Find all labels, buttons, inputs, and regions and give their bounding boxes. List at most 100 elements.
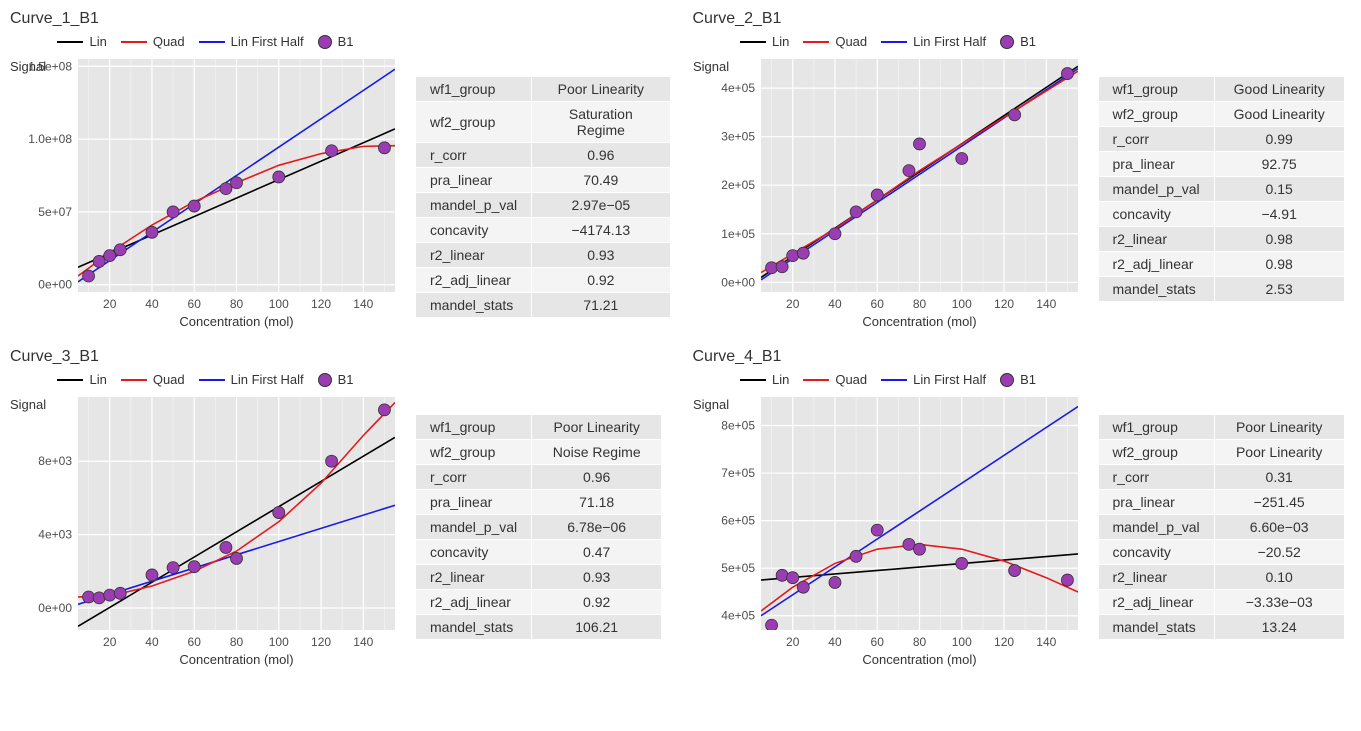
table-row: r_corr0.31	[1098, 465, 1344, 490]
data-point	[83, 591, 95, 603]
stat-key: wf1_group	[1098, 77, 1214, 102]
data-point	[231, 177, 243, 189]
stat-key: r_corr	[416, 465, 532, 490]
table-row: r2_adj_linear0.92	[416, 268, 671, 293]
table-row: wf1_groupPoor Linearity	[416, 77, 671, 102]
x-tick-label: 120	[994, 635, 1014, 649]
data-point	[828, 228, 840, 240]
legend-item-0: Lin	[740, 34, 789, 49]
legend-item-1: Quad	[803, 34, 867, 49]
legend-swatch-dot	[1000, 373, 1014, 387]
stat-key: r_corr	[1098, 465, 1214, 490]
table-row: wf2_groupPoor Linearity	[1098, 440, 1344, 465]
stat-value: 0.96	[532, 143, 670, 168]
data-point	[902, 165, 914, 177]
legend-label: Quad	[153, 372, 185, 387]
stats-table: wf1_groupPoor Linearitywf2_groupPoor Lin…	[1098, 414, 1345, 640]
table-row: concavity−4174.13	[416, 218, 671, 243]
y-axis-label: Signal	[693, 397, 729, 412]
data-point	[955, 557, 967, 569]
y-tick-label: 8e+03	[38, 454, 72, 468]
table-row: mandel_p_val6.60e−03	[1098, 515, 1344, 540]
data-point	[104, 250, 116, 262]
stat-key: mandel_p_val	[1098, 177, 1214, 202]
stat-key: pra_linear	[416, 490, 532, 515]
table-row: mandel_stats106.21	[416, 615, 662, 640]
x-tick-label: 140	[353, 297, 373, 311]
legend-label: Lin	[89, 34, 106, 49]
x-axis-label: Concentration (mol)	[862, 652, 976, 667]
stat-value: 92.75	[1214, 152, 1344, 177]
data-point	[871, 189, 883, 201]
stats-table: wf1_groupPoor Linearitywf2_groupSaturati…	[415, 76, 671, 318]
panel: Curve_2_B1LinQuadLin First HalfB12040608…	[691, 8, 1354, 338]
stat-value: 6.78e−06	[532, 515, 662, 540]
y-tick-label: 4e+03	[38, 528, 72, 542]
stat-value: 2.97e−05	[532, 193, 670, 218]
table-row: wf1_groupPoor Linearity	[1098, 415, 1344, 440]
stat-value: 0.15	[1214, 177, 1344, 202]
legend-swatch-line	[57, 41, 83, 43]
stat-key: r2_adj_linear	[1098, 252, 1214, 277]
chart: 204060801001201400e+005e+071.0e+081.5e+0…	[8, 53, 403, 338]
table-row: wf2_groupGood Linearity	[1098, 102, 1344, 127]
legend-swatch-line	[740, 41, 766, 43]
x-tick-label: 100	[269, 297, 289, 311]
legend-label: Lin First Half	[231, 34, 304, 49]
legend-item-3: B1	[318, 372, 354, 387]
x-tick-label: 140	[1036, 297, 1056, 311]
data-point	[913, 138, 925, 150]
stat-value: 13.24	[1214, 615, 1344, 640]
stat-key: r2_linear	[1098, 565, 1214, 590]
stat-value: 71.18	[532, 490, 662, 515]
data-point	[786, 250, 798, 262]
stat-key: wf2_group	[416, 440, 532, 465]
stat-value: 0.92	[532, 590, 662, 615]
legend-swatch-line	[199, 379, 225, 381]
legend-label: Quad	[835, 34, 867, 49]
table-row: concavity0.47	[416, 540, 662, 565]
legend-item-1: Quad	[121, 34, 185, 49]
x-tick-label: 60	[870, 297, 884, 311]
stat-key: mandel_stats	[416, 293, 532, 318]
legend: LinQuadLin First HalfB1	[57, 372, 353, 387]
data-point	[786, 572, 798, 584]
stat-key: mandel_p_val	[416, 193, 532, 218]
x-tick-label: 20	[786, 635, 800, 649]
y-tick-label: 3e+05	[721, 130, 755, 144]
chart-column: LinQuadLin First HalfB120406080100120140…	[8, 32, 403, 338]
x-tick-label: 80	[912, 635, 926, 649]
legend-label: B1	[1020, 372, 1036, 387]
stat-value: −3.33e−03	[1214, 590, 1344, 615]
x-tick-label: 80	[230, 297, 244, 311]
stat-key: r2_adj_linear	[416, 590, 532, 615]
legend-swatch-dot	[318, 373, 332, 387]
data-point	[146, 569, 158, 581]
x-axis-label: Concentration (mol)	[862, 314, 976, 329]
table-row: r2_adj_linear0.98	[1098, 252, 1344, 277]
panel-title: Curve_3_B1	[10, 348, 671, 366]
panel-body: LinQuadLin First HalfB120406080100120140…	[691, 32, 1354, 338]
legend-item-2: Lin First Half	[881, 34, 986, 49]
x-tick-label: 20	[786, 297, 800, 311]
x-tick-label: 40	[145, 635, 159, 649]
legend-label: Lin	[772, 34, 789, 49]
chart-column: LinQuadLin First HalfB120406080100120140…	[691, 32, 1086, 338]
data-point	[871, 524, 883, 536]
stat-key: mandel_p_val	[1098, 515, 1214, 540]
y-tick-label: 0e+00	[38, 601, 72, 615]
data-point	[378, 142, 390, 154]
y-tick-label: 4e+05	[721, 81, 755, 95]
stat-key: mandel_stats	[1098, 277, 1214, 302]
legend-item-2: Lin First Half	[881, 372, 986, 387]
y-tick-label: 4e+05	[721, 609, 755, 623]
table-row: mandel_stats2.53	[1098, 277, 1344, 302]
y-axis-label: Signal	[10, 397, 46, 412]
x-tick-label: 100	[269, 635, 289, 649]
table-row: r2_linear0.93	[416, 565, 662, 590]
table-row: r2_adj_linear−3.33e−03	[1098, 590, 1344, 615]
stat-key: r2_linear	[416, 243, 532, 268]
table-row: concavity−20.52	[1098, 540, 1344, 565]
stat-value: 0.99	[1214, 127, 1344, 152]
chart: 204060801001201404e+055e+056e+057e+058e+…	[691, 391, 1086, 676]
